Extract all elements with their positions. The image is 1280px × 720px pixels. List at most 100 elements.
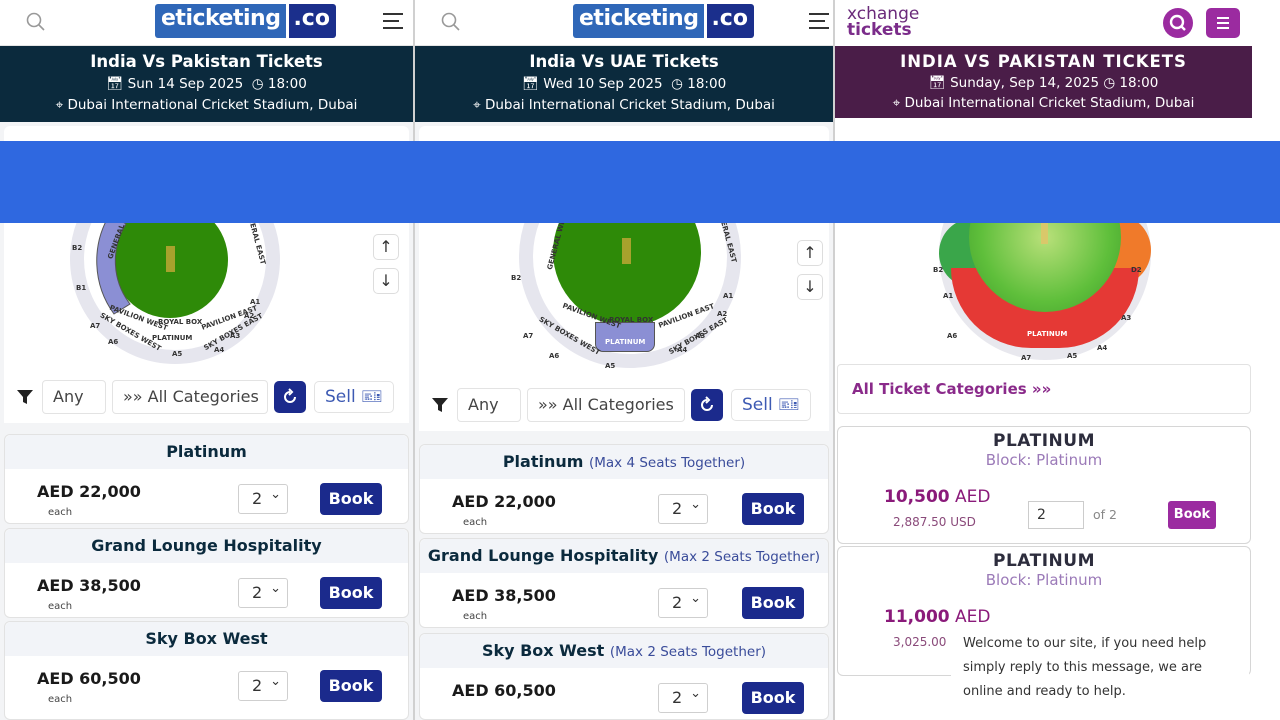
- sell-button[interactable]: Sell 🎫︎: [731, 389, 811, 421]
- block-a4[interactable]: A4: [1097, 344, 1108, 352]
- block-platinum[interactable]: PLATINUM: [152, 334, 193, 342]
- arrow-up-icon[interactable]: ↑: [797, 240, 823, 266]
- block-a3[interactable]: A3: [1121, 314, 1132, 322]
- block-a7[interactable]: A7: [90, 322, 101, 330]
- block-b2[interactable]: B2: [72, 244, 83, 252]
- quantity-select[interactable]: 2: [238, 668, 288, 701]
- quantity-select[interactable]: 2: [658, 585, 708, 618]
- listing-note: (Max 4 Seats Together): [588, 455, 746, 471]
- chat-welcome-popup[interactable]: Welcome to our site, if you need help si…: [951, 624, 1249, 720]
- ticket-icon: 🎫︎: [778, 395, 800, 415]
- event-venue: ⌖ Dubai International Cricket Stadium, D…: [0, 95, 413, 115]
- block-a1[interactable]: A1: [723, 292, 734, 300]
- logo-text: eticketing: [155, 4, 287, 38]
- quantity-select[interactable]: 2: [658, 491, 708, 524]
- block-b2[interactable]: B2: [933, 266, 944, 274]
- category-filter[interactable]: »» All Categories: [527, 388, 685, 422]
- block-a6[interactable]: A6: [108, 338, 119, 346]
- quantity-max: of 2: [1093, 507, 1117, 522]
- quantity-input[interactable]: 2: [1028, 501, 1084, 529]
- top-bar: eticketing .co: [0, 0, 413, 46]
- pitch: [622, 238, 631, 264]
- arrow-down-icon[interactable]: ↓: [797, 274, 823, 300]
- event-header: INDIA VS PAKISTAN TICKETS 📅︎ Sunday, Sep…: [835, 46, 1252, 118]
- block-a7[interactable]: A7: [523, 332, 534, 340]
- arrow-down-icon[interactable]: ↓: [373, 268, 399, 294]
- site-logo[interactable]: eticketing .co: [155, 4, 336, 38]
- site-logo[interactable]: eticketing .co: [573, 4, 754, 38]
- block-a3[interactable]: A3: [230, 332, 241, 340]
- book-button[interactable]: Book: [742, 682, 804, 714]
- logo-suffix: .co: [286, 4, 336, 38]
- menu-button[interactable]: [1206, 8, 1240, 38]
- listing-price: AED 38,500: [37, 576, 141, 595]
- hamburger-menu-icon[interactable]: [383, 13, 403, 29]
- site-logo[interactable]: xchange tickets: [847, 6, 919, 39]
- all-categories-link[interactable]: All Ticket Categories »»: [837, 364, 1251, 414]
- block-a1[interactable]: A1: [250, 298, 261, 306]
- block-a5[interactable]: A5: [605, 362, 616, 370]
- block-a5[interactable]: A5: [172, 350, 183, 358]
- quantity-filter[interactable]: Any: [457, 388, 521, 422]
- reset-button[interactable]: [691, 389, 723, 421]
- hamburger-menu-icon[interactable]: [809, 13, 829, 29]
- filter-icon[interactable]: [431, 397, 449, 413]
- block-royal-box[interactable]: ROYAL BOX: [158, 318, 203, 326]
- event-time: 18:00: [687, 76, 727, 92]
- search-icon: [1169, 14, 1186, 31]
- price-amount: 10,500: [884, 487, 950, 507]
- block-a2[interactable]: A2: [717, 310, 728, 318]
- logo-suffix: .co: [704, 4, 754, 38]
- book-button[interactable]: Book: [1168, 501, 1216, 529]
- listing-price: AED 60,500: [37, 669, 141, 688]
- sell-button[interactable]: Sell 🎫︎: [314, 381, 394, 413]
- block-a5[interactable]: A5: [1067, 352, 1078, 360]
- listing-price: AED 22,000: [37, 482, 141, 501]
- block-a7[interactable]: A7: [1021, 354, 1032, 362]
- book-button[interactable]: Book: [742, 493, 804, 525]
- listing-header: Grand Lounge Hospitality (Max 2 Seats To…: [420, 539, 828, 573]
- listing-block: Block: Platinum: [985, 571, 1103, 589]
- search-icon[interactable]: [26, 12, 46, 32]
- quantity-select[interactable]: 2: [238, 481, 288, 514]
- block-a4[interactable]: A4: [214, 346, 225, 354]
- location-pin-icon: ⌖: [55, 97, 64, 113]
- search-icon[interactable]: [441, 12, 461, 32]
- quantity-filter[interactable]: Any: [42, 380, 106, 414]
- book-button[interactable]: Book: [320, 483, 382, 515]
- block-platinum[interactable]: PLATINUM: [605, 338, 646, 346]
- search-button[interactable]: [1163, 8, 1193, 38]
- listing-note: (Max 2 Seats Together): [609, 644, 767, 660]
- listing-card: Grand Lounge Hospitality (Max 2 Seats To…: [419, 538, 829, 628]
- category-filter[interactable]: »» All Categories: [112, 380, 268, 414]
- platinum-block-highlight[interactable]: [595, 322, 655, 352]
- block-platinum[interactable]: PLATINUM: [1027, 330, 1068, 338]
- listing-card: Platinum AED 22,000 each 2 Book: [4, 434, 409, 524]
- book-button[interactable]: Book: [320, 670, 382, 702]
- map-scroll-controls: ↑ ↓: [797, 240, 823, 308]
- listing-card: Sky Box West AED 60,500 each 2 Book: [4, 621, 409, 720]
- block-a4[interactable]: A4: [677, 346, 688, 354]
- block-a2[interactable]: A2: [244, 312, 255, 320]
- block-a6[interactable]: A6: [549, 352, 560, 360]
- ticket-icon: 🎫︎: [361, 387, 383, 407]
- book-button[interactable]: Book: [320, 577, 382, 609]
- clock-icon: ◷: [671, 76, 683, 92]
- listing-card: Sky Box West (Max 2 Seats Together) AED …: [419, 633, 829, 720]
- block-d2[interactable]: D2: [1131, 266, 1142, 274]
- book-button[interactable]: Book: [742, 587, 804, 619]
- quantity-select[interactable]: 2: [658, 680, 708, 713]
- block-b2[interactable]: B2: [511, 274, 522, 282]
- filter-icon[interactable]: [16, 389, 34, 405]
- filter-bar: Any »» All Categories Sell 🎫︎: [4, 371, 409, 423]
- reset-button[interactable]: [274, 381, 306, 413]
- quantity-select[interactable]: 2: [238, 575, 288, 608]
- block-a6[interactable]: A6: [947, 332, 958, 340]
- block-royal-box[interactable]: ROYAL BOX: [609, 316, 654, 324]
- price-unit: each: [48, 694, 73, 705]
- refresh-icon: [284, 388, 296, 403]
- block-b1[interactable]: B1: [76, 284, 87, 292]
- arrow-up-icon[interactable]: ↑: [373, 234, 399, 260]
- block-a1[interactable]: A1: [943, 292, 954, 300]
- block-a3[interactable]: A3: [695, 332, 706, 340]
